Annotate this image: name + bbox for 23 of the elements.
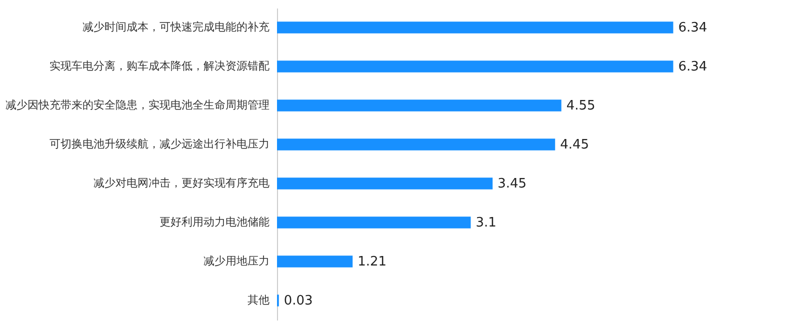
- y-tick-label: 更好利用动力电池储能: [160, 216, 270, 228]
- y-tick-label: 可切换电池升级续航，减少远途出行补电压力: [50, 138, 270, 150]
- bar: [277, 178, 493, 190]
- y-tick-label: 其他: [248, 294, 270, 306]
- bar: [277, 138, 556, 150]
- bar: [277, 100, 562, 112]
- data-label: 0.03: [284, 294, 313, 308]
- data-label: 4.45: [560, 138, 590, 152]
- y-tick-label: 实现车电分离，购车成本降低，解决资源错配: [50, 60, 270, 72]
- bar: [277, 216, 471, 228]
- y-tick-label: 减少用地压力: [204, 254, 270, 268]
- data-label: 6.34: [678, 60, 708, 74]
- y-tick-label: 减少对电网冲击，更好实现有序充电: [94, 176, 270, 190]
- y-tick-label: 减少时间成本，可快速完成电能的补充: [82, 20, 270, 34]
- bar: [277, 60, 674, 72]
- y-tick-label: 减少因快充带来的安全隐患，实现电池全生命周期管理: [6, 98, 270, 112]
- bar: [277, 22, 674, 34]
- bar: [277, 256, 353, 268]
- data-label: 6.34: [678, 20, 708, 36]
- data-label: 3.45: [498, 176, 527, 192]
- data-label: 4.55: [566, 98, 596, 114]
- data-label: 1.21: [358, 254, 387, 270]
- data-label: 3.1: [476, 216, 496, 230]
